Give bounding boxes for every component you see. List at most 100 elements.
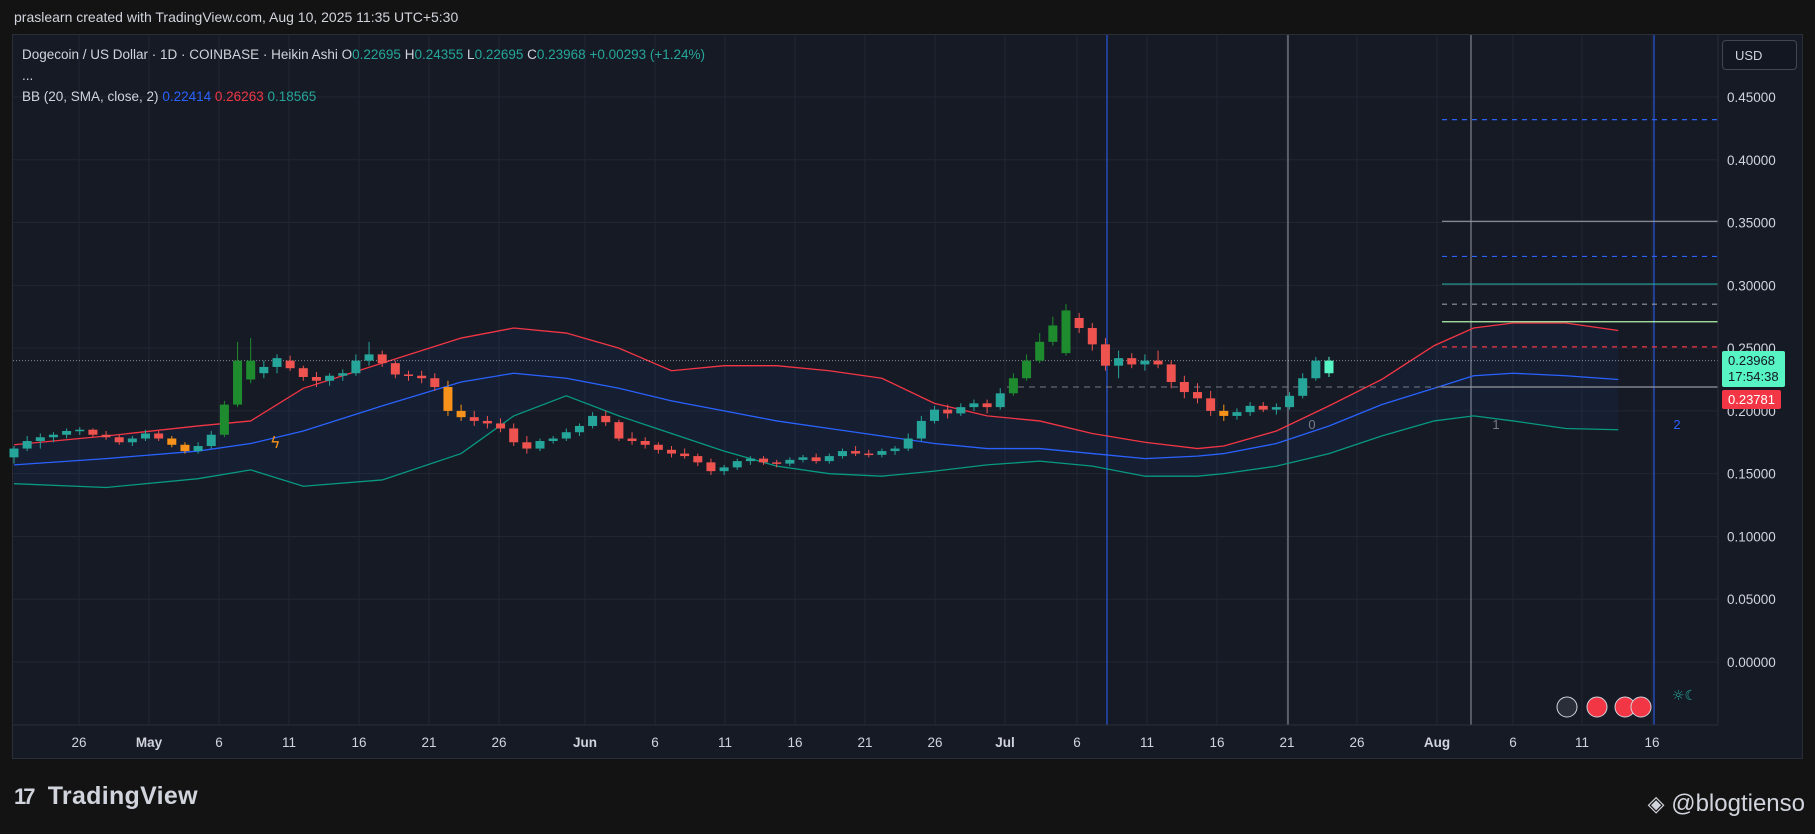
- candle-body: [417, 375, 427, 379]
- candle-body: [114, 437, 124, 443]
- y-axis-tick-label: 0.10000: [1727, 529, 1776, 544]
- chart-legend: Dogecoin / US Dollar · 1D · COINBASE · H…: [22, 44, 705, 107]
- candle-body: [404, 374, 413, 376]
- candle-body: [219, 404, 229, 435]
- author-handle: ◈ @blogtienso: [1648, 790, 1805, 818]
- x-axis-tick-label: 11: [1575, 735, 1589, 750]
- countdown-value: 17:54:38: [1728, 369, 1779, 384]
- y-axis-tick-label: 0.05000: [1727, 592, 1776, 607]
- x-axis-tick-label: Aug: [1424, 735, 1450, 750]
- x-axis-tick-label: 6: [1073, 735, 1081, 750]
- candle-body: [1074, 317, 1084, 329]
- candle-body: [574, 425, 584, 433]
- candle-body: [1061, 310, 1071, 354]
- x-axis-tick-label: Jul: [995, 735, 1015, 750]
- bb-lower-value: 0.18565: [267, 89, 317, 104]
- candle-body: [969, 403, 979, 408]
- fib-range-label: 0: [1308, 417, 1315, 432]
- candle-body: [561, 432, 571, 439]
- candle-body: [246, 360, 256, 380]
- candle-body: [1245, 405, 1255, 413]
- x-axis-tick-label: 6: [651, 735, 659, 750]
- bb-upper-value: 0.26263: [214, 89, 264, 104]
- candle-body: [903, 438, 913, 449]
- candle-body: [706, 462, 716, 472]
- candle-body: [338, 373, 348, 376]
- candle-body: [469, 417, 479, 421]
- tv-logo-icon: 17: [14, 784, 36, 809]
- y-axis-tick-label: 0.35000: [1727, 216, 1776, 231]
- x-axis-tick-label: 26: [491, 735, 506, 750]
- x-axis-tick-label: 6: [215, 735, 223, 750]
- candle-body: [1087, 328, 1097, 345]
- y-axis-tick-label: 0.30000: [1727, 278, 1776, 293]
- candle-body: [233, 360, 243, 405]
- candle-body: [640, 441, 650, 445]
- candle-body: [719, 467, 729, 472]
- tradingview-logo[interactable]: 17 TradingView: [14, 782, 198, 811]
- candle-body: [1324, 360, 1334, 374]
- candle-body: [35, 437, 45, 442]
- open-value: 0.22695: [352, 47, 401, 62]
- candle-body: [1258, 405, 1268, 410]
- candle-body: [956, 407, 966, 414]
- chart-panel[interactable]: [12, 34, 1803, 759]
- candle-body: [811, 457, 821, 462]
- candle-body: [1206, 398, 1216, 411]
- candle-body: [377, 354, 387, 364]
- candle-body: [851, 451, 861, 454]
- candle-body: [1298, 378, 1308, 396]
- x-axis-tick-label: 16: [1644, 735, 1659, 750]
- candle-body: [772, 462, 782, 464]
- candle-body: [588, 415, 598, 426]
- candle-body: [206, 434, 216, 447]
- candle-body: [824, 456, 834, 462]
- diamond-icon: ◈: [1647, 791, 1665, 816]
- candle-body: [1048, 325, 1058, 342]
- legend-more[interactable]: ...: [22, 68, 34, 83]
- y-axis-tick-label: 0.45000: [1727, 90, 1776, 105]
- low-label: L: [467, 47, 475, 62]
- close-label: C: [527, 47, 537, 62]
- change-value: +0.00293 (+1.24%): [589, 47, 706, 62]
- candle-body: [101, 434, 111, 438]
- candle-body: [443, 387, 453, 411]
- currency-button[interactable]: USD: [1722, 40, 1797, 70]
- x-axis-tick-label: 26: [927, 735, 942, 750]
- candle-body: [1193, 392, 1202, 399]
- us-flag-event-icon: [1586, 696, 1608, 718]
- candle-body: [837, 451, 847, 457]
- lightning-event-icon: [1556, 696, 1578, 718]
- candle-body: [430, 378, 440, 388]
- x-axis-tick-label: 16: [351, 735, 366, 750]
- candle-body: [48, 434, 58, 438]
- x-axis-tick-label: 26: [71, 735, 86, 750]
- candle-body: [943, 409, 953, 414]
- candle-body: [1179, 382, 1189, 393]
- close-value: 0.23968: [536, 47, 586, 62]
- candle-body: [62, 430, 72, 435]
- x-axis-tick-label: 11: [718, 735, 732, 750]
- candle-body: [995, 393, 1005, 408]
- x-axis-tick-label: 11: [1140, 735, 1154, 750]
- y-axis-tick-label: 0.15000: [1727, 467, 1776, 482]
- x-axis-tick-label: 6: [1509, 735, 1517, 750]
- fib-range-label: 1: [1492, 417, 1499, 432]
- candle-body: [496, 423, 506, 429]
- last-price-tag: 0.23968 17:54:38: [1722, 351, 1785, 387]
- y-axis-tick-label: 0.00000: [1727, 655, 1776, 670]
- candle-body: [167, 438, 177, 445]
- x-axis-tick-label: 16: [787, 735, 802, 750]
- open-label: O: [341, 47, 353, 62]
- bb-indicator-label[interactable]: BB (20, SMA, close, 2): [22, 89, 159, 104]
- candle-body: [877, 451, 887, 455]
- symbol-title[interactable]: Dogecoin / US Dollar · 1D · COINBASE · H…: [22, 47, 338, 62]
- bb-basis-value: 0.22414: [162, 89, 212, 104]
- us-flag-event-icon: [1630, 696, 1652, 718]
- candle-body: [627, 438, 637, 442]
- candle-body: [601, 415, 611, 423]
- candle-body: [864, 453, 874, 456]
- candle-body: [916, 420, 926, 439]
- high-label: H: [404, 47, 415, 62]
